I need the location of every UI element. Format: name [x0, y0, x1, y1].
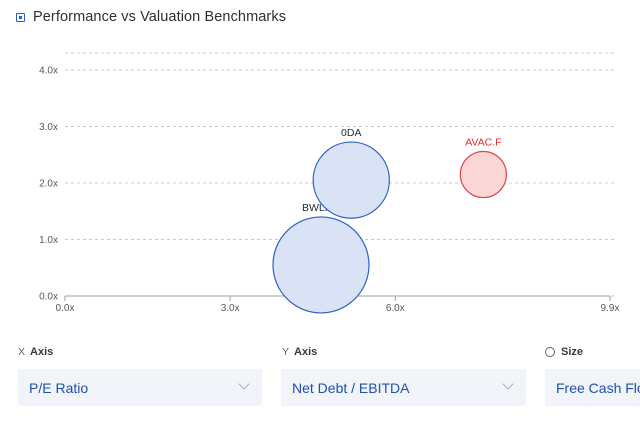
bubble-0da: [312, 141, 390, 219]
x-axis-letter: X: [18, 346, 26, 358]
chevron-down-icon: [238, 378, 250, 390]
y-axis-letter: Y: [282, 346, 290, 358]
x-tick-label: 9.9x: [601, 303, 620, 314]
x-axis-select-value: P/E Ratio: [29, 379, 89, 396]
bubble-label: AVAC.F: [465, 136, 501, 148]
y-tick-label: 4.0x: [39, 65, 58, 76]
circle-icon: [545, 347, 555, 357]
chart-title: Performance vs Valuation Benchmarks: [33, 9, 287, 25]
size-select-value: Free Cash Flo: [556, 379, 640, 396]
y-axis-select[interactable]: Net Debt / EBITDA: [281, 369, 526, 406]
size-control: Size: [545, 344, 583, 360]
x-tick-label: 6.0x: [386, 303, 405, 314]
x-axis-label: Axis: [30, 346, 54, 358]
y-tick-label: 0.0x: [39, 292, 58, 303]
size-label: Size: [561, 346, 584, 358]
size-select[interactable]: Free Cash Flo: [545, 369, 640, 406]
y-tick-label: 3.0x: [39, 122, 58, 133]
bubble-avac-f: [459, 150, 508, 199]
x-axis-select[interactable]: P/E Ratio: [18, 369, 262, 406]
bubble-chart: 0.0x1.0x2.0x3.0x4.0x0.0x 3.0x 6.0x 9.9xBWLP…: [39, 52, 620, 314]
x-tick-label: 3.0x: [221, 303, 240, 314]
x-tick-label: 0.0x: [56, 303, 75, 314]
chevron-down-icon: [502, 378, 514, 390]
chart-icon: [16, 12, 25, 22]
axis-controls: X Axis P/E Ratio Y Axis Net Debt / EBITD…: [18, 344, 640, 423]
bubble-bwlpg: [272, 216, 370, 314]
x-axis-control: X Axis: [18, 344, 53, 360]
chart-header: Performance vs Valuation Benchmarks: [16, 8, 286, 26]
y-axis-select-value: Net Debt / EBITDA: [292, 379, 410, 396]
y-tick-label: 1.0x: [39, 235, 58, 246]
y-axis-control: Y Axis: [282, 344, 317, 360]
bubble-label: 0DA: [341, 127, 361, 139]
y-axis-label: Axis: [294, 346, 318, 358]
y-tick-label: 2.0x: [39, 178, 58, 189]
